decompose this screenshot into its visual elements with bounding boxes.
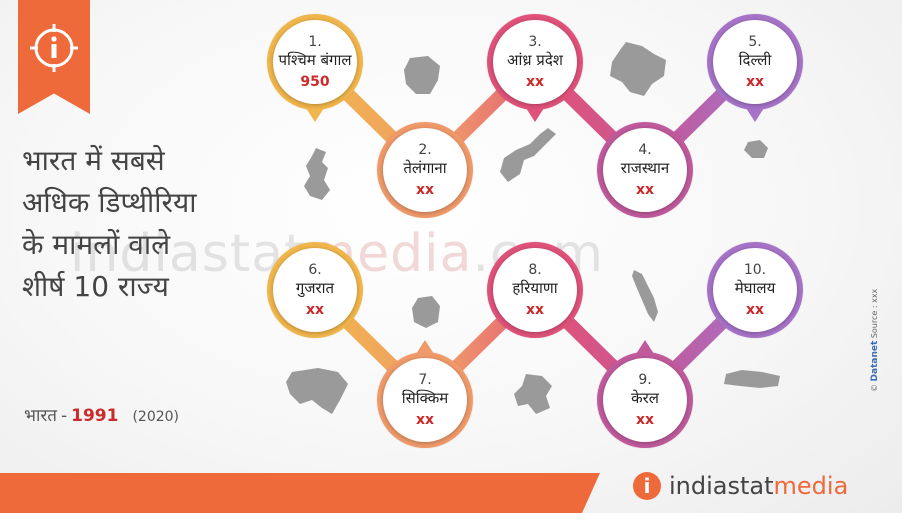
case-count: xx — [745, 302, 765, 318]
title-line-3: के मामलों वाले — [22, 228, 171, 261]
state-name: मेघालय — [734, 279, 776, 297]
case-count: xx — [415, 182, 435, 198]
brand-name-part2: media — [773, 472, 849, 500]
state-name: हरियाणा — [512, 279, 558, 297]
rank-number: 4. — [638, 142, 652, 158]
watermark-part1: indiastat — [70, 224, 306, 284]
separator: - — [61, 406, 68, 426]
state-card-4: 4. राजस्थान xx — [597, 122, 693, 218]
state-card-3: 3. आंध्र प्रदेश xx — [487, 14, 583, 122]
total-summary: भारत -1991 (2020) — [24, 403, 179, 426]
title-line-4: शीर्ष 10 राज्य — [22, 270, 169, 303]
case-count: 950 — [300, 74, 330, 90]
map-sikkim — [412, 296, 440, 328]
case-count: xx — [635, 412, 655, 428]
state-card-9: 9. केरल xx — [597, 340, 693, 448]
rank-number: 6. — [308, 262, 322, 278]
rank-number: 2. — [418, 142, 432, 158]
case-count: xx — [745, 74, 765, 90]
brand-name-part1: indiastat — [669, 472, 774, 500]
state-name: राजस्थान — [620, 159, 670, 177]
state-name: आंध्र प्रदेश — [506, 51, 564, 69]
rank-number: 5. — [748, 34, 762, 50]
case-count: xx — [415, 412, 435, 428]
state-name: केरल — [631, 389, 659, 407]
state-name: तेलंगाना — [403, 159, 447, 177]
company-name: Datanet — [870, 340, 880, 382]
rank-number: 7. — [418, 372, 432, 388]
state-card-5: 5. दिल्ली xx — [707, 14, 803, 122]
map-andhra-pradesh — [500, 128, 556, 182]
state-card-7: 7. सिक्किम xx — [377, 340, 473, 448]
brand-i-icon: i — [633, 472, 661, 500]
state-card-1: 1. पश्चिम बंगाल 950 — [267, 14, 363, 122]
map-haryana — [514, 374, 552, 414]
state-name: दिल्ली — [738, 51, 772, 69]
state-name: सिक्किम — [401, 389, 449, 407]
map-delhi — [744, 140, 768, 158]
total-value: 1991 — [71, 406, 119, 426]
state-card-10: 10. मेघालय xx — [707, 242, 803, 338]
case-count: xx — [635, 182, 655, 198]
map-kerala — [632, 270, 658, 322]
map-gujarat — [286, 368, 348, 414]
case-count: xx — [525, 302, 545, 318]
state-name: पश्चिम बंगाल — [278, 51, 352, 69]
country-label: भारत — [24, 406, 57, 426]
map-telangana — [404, 56, 440, 94]
map-rajasthan — [610, 42, 666, 96]
rank-number: 10. — [743, 262, 767, 278]
title-line-1: भारत में सबसे — [22, 144, 165, 177]
case-count: xx — [525, 74, 545, 90]
case-count: xx — [305, 302, 325, 318]
title-line-2: अधिक डिप्थीरिया — [22, 186, 197, 219]
state-card-6: 6. गुजरात xx — [267, 242, 363, 338]
source-text: Source : xxx — [870, 288, 879, 339]
rank-number: 3. — [528, 34, 542, 50]
info-icon — [30, 24, 78, 72]
map-meghalaya — [724, 370, 780, 388]
info-badge — [18, 0, 90, 114]
map-west-bengal — [304, 148, 330, 200]
state-card-8: 8. हरियाणा xx — [487, 242, 583, 338]
rank-number: 8. — [528, 262, 542, 278]
copyright-symbol: © — [870, 384, 879, 392]
year-label: (2020) — [132, 409, 180, 425]
state-card-2: 2. तेलंगाना xx — [377, 122, 473, 218]
state-name: गुजरात — [295, 279, 335, 297]
source-credit: © Datanet Source : xxx — [870, 288, 880, 392]
page-title: भारत में सबसे अधिक डिप्थीरिया के मामलों … — [22, 140, 272, 308]
footer-bar — [0, 473, 600, 513]
rank-number: 1. — [308, 34, 322, 50]
rank-number: 9. — [638, 372, 652, 388]
